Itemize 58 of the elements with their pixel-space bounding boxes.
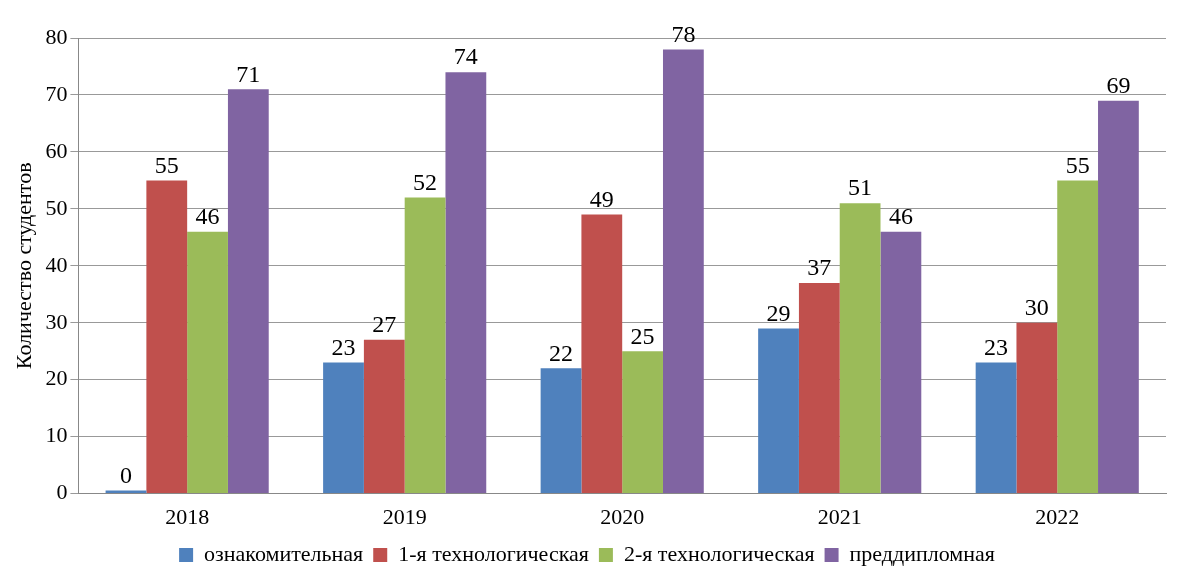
data-label: 52 (413, 168, 438, 195)
data-label: 78 (671, 20, 696, 47)
data-label: 27 (372, 311, 397, 338)
data-label: 30 (1024, 294, 1049, 321)
x-tick-label: 2022 (1035, 503, 1080, 529)
x-tick-label: 2018 (165, 503, 210, 529)
bar (445, 72, 487, 494)
data-label: 25 (630, 322, 655, 349)
bar (227, 89, 269, 494)
data-label: 29 (766, 299, 791, 326)
y-tick-label: 10 (45, 422, 68, 448)
data-label: 0 (119, 461, 132, 488)
bar (798, 282, 840, 494)
bar (622, 351, 663, 494)
data-label: 74 (453, 43, 478, 70)
y-axis-title: Количество студентов (10, 162, 36, 370)
bar (187, 231, 228, 494)
data-label: 55 (1065, 151, 1090, 178)
y-tick-label: 0 (56, 479, 68, 505)
data-label: 23 (331, 333, 356, 360)
bar (540, 368, 582, 494)
y-tick-label: 70 (45, 80, 68, 106)
y-tick-label: 50 (45, 194, 68, 220)
x-tick-label: 2020 (600, 503, 645, 529)
bar (363, 339, 405, 494)
bar (975, 362, 1017, 494)
legend-label: преддипломная (849, 540, 995, 566)
bar (880, 231, 922, 494)
data-label: 51 (848, 174, 873, 201)
data-label: 46 (888, 202, 913, 229)
data-label: 71 (236, 60, 261, 87)
bar (662, 49, 704, 494)
data-label: 69 (1106, 71, 1131, 98)
y-tick-label: 40 (45, 251, 68, 277)
y-tick-label: 20 (45, 365, 68, 391)
y-tick-label: 30 (45, 308, 68, 334)
x-tick-label: 2019 (382, 503, 427, 529)
data-label: 46 (195, 202, 220, 229)
legend-label: ознакомительная (204, 540, 364, 566)
y-tick-label: 80 (45, 23, 68, 49)
bar (581, 214, 623, 494)
data-label: 22 (549, 339, 574, 366)
bar (839, 203, 881, 494)
bar (404, 197, 446, 494)
data-label: 55 (154, 151, 179, 178)
y-tick-label: 60 (45, 137, 68, 163)
bar (146, 180, 188, 494)
bar (1057, 180, 1099, 494)
bar (758, 328, 799, 494)
data-label: 23 (984, 333, 1009, 360)
bar (1098, 100, 1139, 494)
legend-label: 2-я технологическая (623, 540, 815, 566)
data-label: 49 (589, 185, 614, 212)
data-label: 37 (807, 254, 832, 281)
bar (1016, 322, 1058, 494)
x-tick-label: 2021 (817, 503, 862, 529)
legend-label: 1-я технологическая (398, 540, 589, 566)
bar (323, 362, 364, 494)
